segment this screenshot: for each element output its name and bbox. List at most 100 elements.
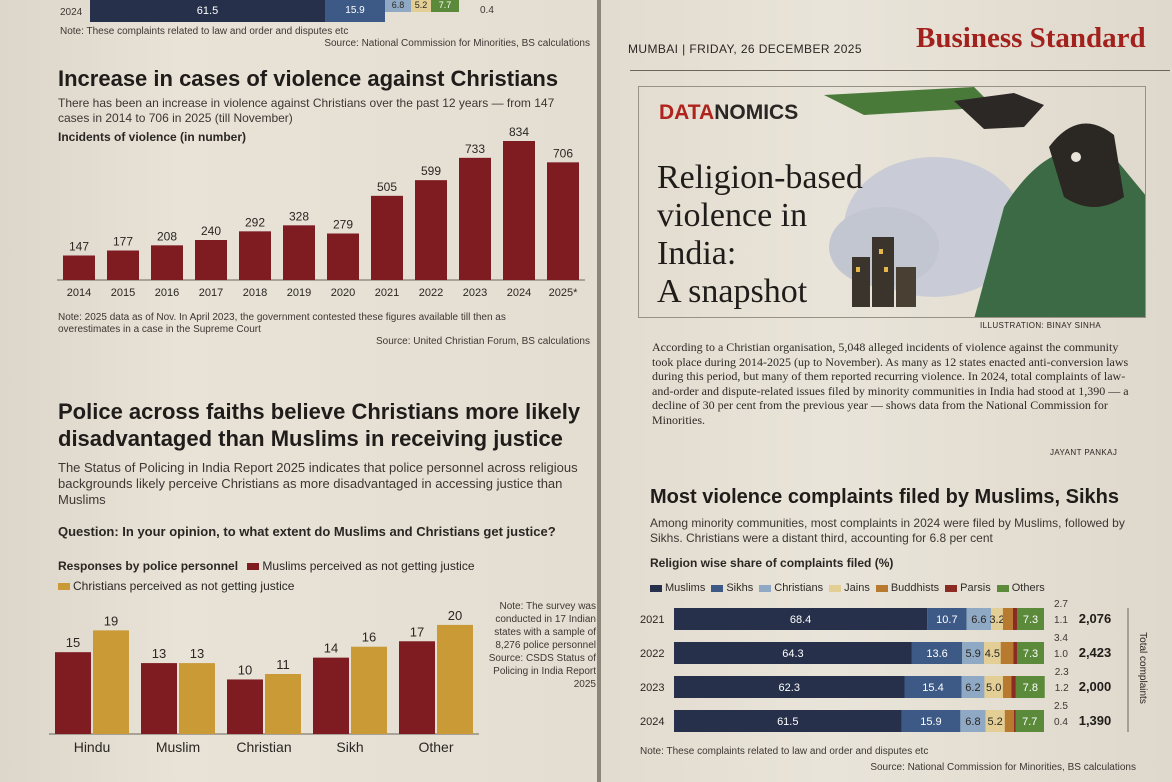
top-strip-seg-jains: 5.2 bbox=[411, 0, 431, 12]
chart3-total-value: 2,000 bbox=[1079, 679, 1112, 694]
chart3-parsis-callout: 1.2 bbox=[1055, 683, 1069, 694]
chart1-x-tick-label: 2015 bbox=[111, 287, 135, 299]
illustration-window bbox=[884, 267, 888, 272]
top-strip-seg-muslims: 61.5 bbox=[90, 0, 325, 22]
chart1-data-label: 208 bbox=[157, 229, 177, 243]
chart1-bar bbox=[239, 231, 271, 280]
chart3-segment-buddhists bbox=[1000, 642, 1014, 664]
chart1-data-label: 292 bbox=[245, 215, 265, 229]
chart1-data-label: 147 bbox=[69, 240, 89, 254]
chart2-question: Question: In your opinion, to what exten… bbox=[58, 524, 556, 539]
chart2-bar-christians bbox=[179, 663, 215, 734]
chart1-bar bbox=[151, 245, 183, 280]
chart3-legend-swatch bbox=[829, 584, 842, 592]
chart3-legend-item: Parsis bbox=[945, 582, 991, 594]
chart2-bar-christians bbox=[437, 624, 473, 734]
chart1-bar bbox=[415, 180, 447, 280]
page-gutter bbox=[597, 0, 601, 782]
chart3-buddhists-callout: 2.5 bbox=[1054, 701, 1068, 712]
chart3-y-tick-label: 2022 bbox=[640, 648, 664, 660]
chart2-bar-christians bbox=[93, 630, 129, 734]
chart3-segment-buddhists bbox=[1002, 676, 1012, 698]
chart3-segment-label: 61.5 bbox=[777, 716, 798, 728]
headline-line-2: violence in bbox=[657, 197, 808, 234]
chart3-total-value: 2,076 bbox=[1079, 611, 1112, 626]
chart2-x-tick-label: Christian bbox=[236, 739, 291, 755]
chart1-x-tick-label: 2016 bbox=[155, 287, 179, 299]
chart3-segment-label: 7.8 bbox=[1023, 682, 1038, 694]
chart2-responses-label: Responses by police personnel bbox=[58, 559, 239, 573]
chart1-bar bbox=[63, 255, 95, 280]
chart3-segment-others bbox=[1016, 642, 1044, 664]
chart1-bar bbox=[503, 141, 535, 280]
chart2-data-label: 19 bbox=[104, 613, 118, 628]
illustration-head bbox=[1049, 123, 1124, 207]
chart3-subtitle: Religion wise share of complaints filed … bbox=[650, 556, 894, 570]
headline: Religion-based violence in India: A snap… bbox=[657, 159, 863, 311]
chart3-segment-jains bbox=[984, 642, 1001, 664]
chart3-segment-others bbox=[1015, 710, 1044, 732]
chart3-legend-swatch bbox=[711, 584, 724, 592]
illustration-eye bbox=[1071, 152, 1081, 162]
chart2-data-label: 13 bbox=[190, 646, 204, 661]
chart3-segment-buddhists bbox=[1004, 710, 1015, 732]
illustration-building-3 bbox=[896, 267, 916, 307]
chart1-x-tick-label: 2022 bbox=[419, 287, 443, 299]
illustration-green-arm bbox=[824, 87, 994, 115]
chart3-segment-christians bbox=[962, 642, 985, 664]
chart3-segment-label: 6.2 bbox=[965, 682, 980, 694]
chart3-segment-label: 15.4 bbox=[922, 682, 943, 694]
chart3-legend-label: Jains bbox=[844, 582, 870, 594]
chart1-data-label: 733 bbox=[465, 142, 485, 156]
chart3-segment-label: 13.6 bbox=[926, 648, 947, 660]
chart3-complaints-stacked-bar-chart: 2021 68.4 10.7 6.6 3.2 7.3 2.7 1.1 2,076 2022 64.3… bbox=[640, 599, 1148, 732]
top-strip-seg-others: 7.7 bbox=[431, 0, 459, 12]
chart1-bar bbox=[459, 157, 491, 280]
chart3-legend-label: Buddhists bbox=[890, 582, 940, 594]
chart2-justice-grouped-bar-chart: 15 19 Hindu 13 13 Muslim 10 11 Christian 14 16 Sikh… bbox=[49, 608, 479, 755]
chart3-segment-muslims bbox=[674, 608, 928, 630]
byline: JAYANT PANKAJ bbox=[1050, 448, 1118, 457]
chart2-legend: Responses by police personnel Muslims pe… bbox=[58, 556, 598, 596]
chart2-x-tick-label: Muslim bbox=[156, 739, 200, 755]
chart3-legend-label: Muslims bbox=[665, 582, 706, 594]
chart3-buddhists-callout: 3.4 bbox=[1054, 633, 1068, 644]
chart2-data-label: 13 bbox=[152, 646, 166, 661]
chart1-data-label: 834 bbox=[509, 125, 529, 139]
chart3-segment-jains bbox=[985, 710, 1005, 732]
chart1-x-tick-label: 2024 bbox=[507, 287, 531, 299]
chart2-data-label: 15 bbox=[66, 635, 80, 650]
top-note: Note: These complaints related to law an… bbox=[60, 26, 349, 37]
chart1-bar bbox=[371, 195, 403, 280]
legend-maroon-swatch bbox=[247, 563, 260, 571]
chart3-parsis-callout: 1.1 bbox=[1054, 615, 1068, 626]
chart2-data-label: 10 bbox=[238, 662, 252, 677]
chart1-bar bbox=[195, 240, 227, 280]
chart3-segment-label: 64.3 bbox=[782, 648, 803, 660]
masthead: Business Standard bbox=[916, 22, 1146, 54]
illustration-building-2 bbox=[872, 237, 894, 307]
chart2-data-label: 14 bbox=[324, 641, 338, 656]
chart3-segment-sikhs bbox=[927, 608, 967, 630]
chart3-segment-parsis bbox=[1012, 608, 1017, 630]
masthead-rule bbox=[630, 70, 1170, 71]
chart3-segment-buddhists bbox=[1002, 608, 1013, 630]
chart3-title: Most violence complaints filed by Muslim… bbox=[650, 486, 1120, 508]
chart3-segment-label: 15.9 bbox=[920, 716, 941, 728]
chart1-x-tick-label: 2021 bbox=[375, 287, 399, 299]
chart3-segment-jains bbox=[991, 608, 1003, 630]
chart3-segment-label: 62.3 bbox=[779, 682, 800, 694]
chart3-note: Note: These complaints related to law an… bbox=[640, 746, 929, 757]
chart3-segment-label: 5.0 bbox=[986, 682, 1001, 694]
chart3-segment-label: 5.9 bbox=[965, 648, 980, 660]
chart2-x-tick-label: Sikh bbox=[336, 739, 363, 755]
chart3-segment-jains bbox=[984, 676, 1003, 698]
chart3-total-axis-label: Total complaints bbox=[1137, 632, 1148, 704]
feature-box: DATANOMICS Religion-based violence in In… bbox=[638, 86, 1146, 318]
illustration-credit: ILLUSTRATION: BINAY SINHA bbox=[980, 321, 1102, 330]
chart3-buddhists-callout: 2.3 bbox=[1055, 667, 1069, 678]
chart3-segment-label: 10.7 bbox=[936, 614, 957, 626]
chart3-y-tick-label: 2023 bbox=[640, 682, 664, 694]
chart3-legend-item: Jains bbox=[829, 582, 870, 594]
chart3-segment-label: 6.6 bbox=[971, 614, 986, 626]
